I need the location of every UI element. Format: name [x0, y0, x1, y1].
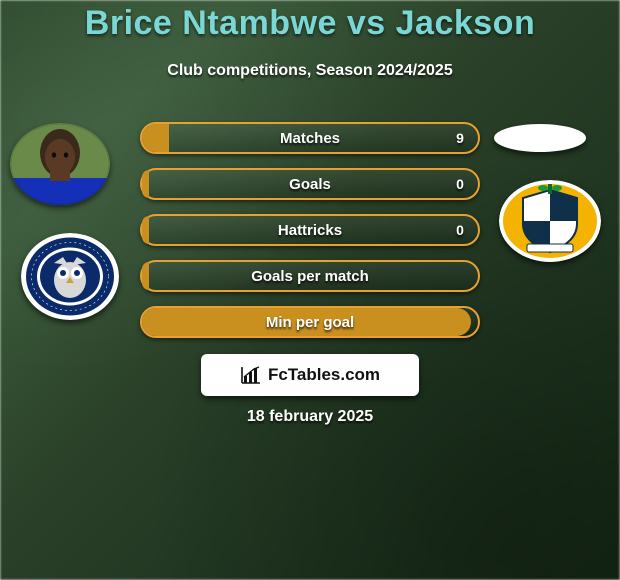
club-right-badge	[499, 180, 601, 262]
brand-card[interactable]: FcTables.com	[201, 354, 419, 396]
row-value-right	[446, 260, 474, 292]
player-right-avatar	[494, 124, 586, 152]
infographic-stage: Brice Ntambwe vs Jackson Club competitio…	[0, 0, 620, 580]
comparison-rows: Matches 9 Goals 0 Hattricks 0 Goals per …	[140, 122, 480, 352]
club-left-badge	[21, 233, 119, 320]
row-matches: Matches 9	[140, 122, 480, 154]
row-value-right: 0	[446, 168, 474, 200]
date-text: 18 february 2025	[0, 408, 620, 426]
row-label: Goals	[140, 168, 480, 200]
row-label: Matches	[140, 122, 480, 154]
row-value-right: 0	[446, 214, 474, 246]
row-value-right	[446, 306, 474, 338]
row-hattricks: Hattricks 0	[140, 214, 480, 246]
player-left-avatar	[10, 123, 110, 205]
row-label: Hattricks	[140, 214, 480, 246]
page-subtitle: Club competitions, Season 2024/2025	[0, 62, 620, 80]
row-min-per-goal: Min per goal	[140, 306, 480, 338]
page-title: Brice Ntambwe vs Jackson	[0, 4, 620, 43]
brand-text: FcTables.com	[268, 365, 380, 385]
row-label: Min per goal	[140, 306, 480, 338]
row-goals-per-match: Goals per match	[140, 260, 480, 292]
row-goals: Goals 0	[140, 168, 480, 200]
brand-chart-icon	[240, 365, 262, 385]
row-label: Goals per match	[140, 260, 480, 292]
row-value-right: 9	[446, 122, 474, 154]
